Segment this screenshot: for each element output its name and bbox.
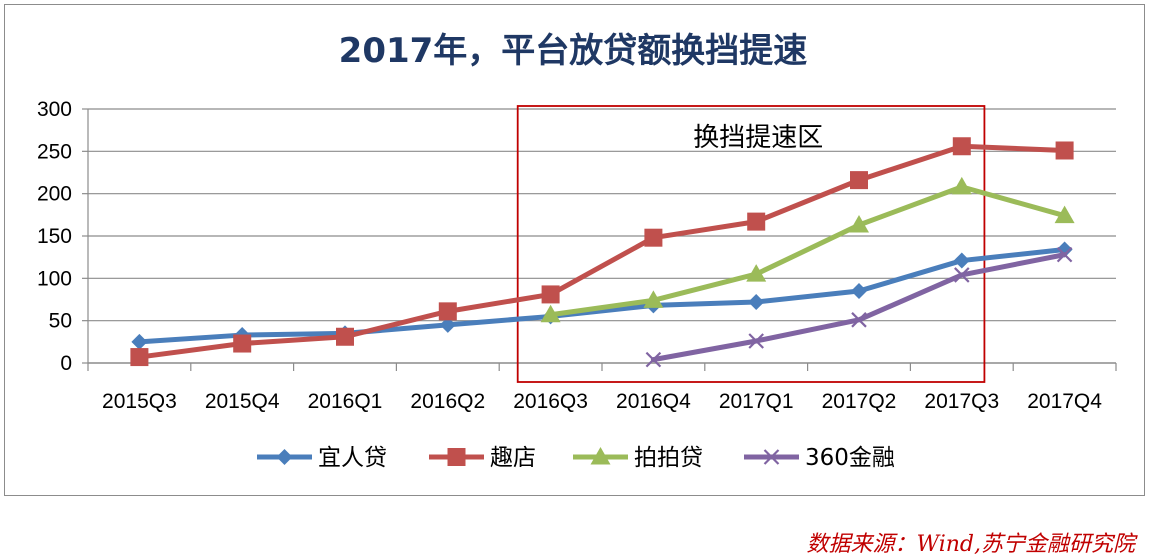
data-point-趣店-2016Q4: [644, 228, 663, 247]
y-tick-label-50: 50: [49, 310, 72, 333]
x-tick-label-2017Q1: 2017Q1: [719, 390, 794, 413]
series-趣店: [130, 137, 1074, 367]
data-point-趣店-2017Q2: [850, 171, 868, 190]
x-tick-label-2015Q3: 2015Q3: [102, 390, 177, 413]
x-tick-label-2017Q3: 2017Q3: [924, 390, 999, 413]
data-point-趣店-2017Q1: [747, 212, 766, 231]
data-point-360金融-2017Q2: [851, 312, 867, 328]
data-point-宜人贷-2017Q3: [953, 252, 970, 269]
data-point-拍拍贷-2016Q4: [643, 290, 664, 308]
legend-label-宜人贷: 宜人贷: [318, 445, 387, 471]
legend-item-360金融: 360金融: [744, 445, 895, 471]
data-point-宜人贷-2017Q1: [748, 294, 765, 311]
data-point-趣店-2015Q4: [233, 334, 252, 353]
x-tick-label-2016Q1: 2016Q1: [308, 390, 383, 413]
legend-item-宜人贷: 宜人贷: [257, 445, 387, 471]
legend-marker-趣店: [447, 448, 466, 466]
data-point-拍拍贷-2017Q2: [849, 214, 869, 233]
data-point-趣店-2017Q3: [952, 137, 971, 156]
series-line-趣店: [136, 143, 1068, 360]
x-tick-label-2016Q3: 2016Q3: [513, 390, 588, 413]
data-point-拍拍贷-2017Q3: [951, 176, 972, 195]
series-360金融: [645, 246, 1073, 368]
series-line-360金融: [650, 252, 1068, 363]
axes: 0 50 100 150 200 250 300 2015Q3 2015Q4 2016Q1 2016…: [37, 98, 1117, 413]
y-tick-label-100: 100: [37, 267, 72, 290]
highlight-region: 换挡提速区: [516, 105, 986, 383]
legend-marker-宜人贷: [276, 449, 293, 465]
gridlines: [88, 108, 1116, 322]
legend-label-360金融: 360金融: [805, 445, 895, 471]
y-tick-label-200: 200: [37, 183, 72, 206]
legend-marker-360金融: [763, 449, 780, 465]
data-point-拍拍贷-2017Q4: [1054, 205, 1075, 224]
y-tick-label-0: 0: [60, 352, 72, 375]
legend-item-趣店: 趣店: [429, 445, 536, 471]
chart-title: 2017年，平台放贷额换挡提速: [339, 31, 808, 71]
legend-label-拍拍贷: 拍拍贷: [634, 445, 703, 471]
legend-label-趣店: 趣店: [490, 445, 536, 471]
legend-marker-拍拍贷: [590, 447, 611, 465]
data-point-360金融-2017Q3: [954, 267, 970, 283]
data-point-拍拍贷-2017Q1: [746, 264, 767, 282]
data-point-趣店-2016Q1: [336, 327, 354, 346]
y-tick-label-150: 150: [37, 225, 72, 248]
data-point-趣店-2016Q3: [541, 285, 560, 304]
y-tick-label-250: 250: [37, 140, 72, 163]
series-layer: [130, 137, 1075, 368]
data-point-宜人贷-2017Q2: [851, 283, 867, 300]
chart-frame: [4, 4, 1145, 496]
series-line-宜人贷: [136, 247, 1068, 345]
data-point-趣店-2016Q2: [438, 302, 457, 321]
data-point-趣店-2015Q3: [130, 348, 149, 367]
data-point-360金融-2017Q1: [748, 333, 764, 349]
x-tick-label-2016Q2: 2016Q2: [410, 390, 485, 413]
x-tick-label-2016Q4: 2016Q4: [616, 390, 691, 413]
series-宜人贷: [131, 241, 1073, 350]
highlight-region-box: [516, 105, 986, 383]
series-拍拍贷: [540, 176, 1075, 323]
data-point-宜人贷-2016Q2: [439, 316, 456, 333]
series-line-拍拍贷: [548, 184, 1068, 318]
x-tick-label-2017Q4: 2017Q4: [1027, 390, 1102, 413]
data-point-趣店-2017Q4: [1055, 141, 1074, 160]
x-tick-label-2015Q4: 2015Q4: [205, 390, 280, 413]
x-tick-label-2017Q2: 2017Q2: [822, 390, 897, 413]
data-point-拍拍贷-2016Q3: [540, 304, 561, 323]
highlight-region-label: 换挡提速区: [693, 123, 823, 153]
legend-item-拍拍贷: 拍拍贷: [573, 445, 703, 471]
data-point-宜人贷-2015Q3: [131, 333, 148, 350]
data-point-360金融-2017Q4: [1056, 246, 1073, 263]
data-point-360金融-2016Q4: [645, 351, 662, 368]
y-tick-label-300: 300: [37, 98, 72, 121]
source-note: 数据来源：Wind,苏宁金融研究院: [806, 532, 1135, 557]
legend: 宜人贷 趣店 拍拍贷 360金融: [257, 445, 895, 471]
